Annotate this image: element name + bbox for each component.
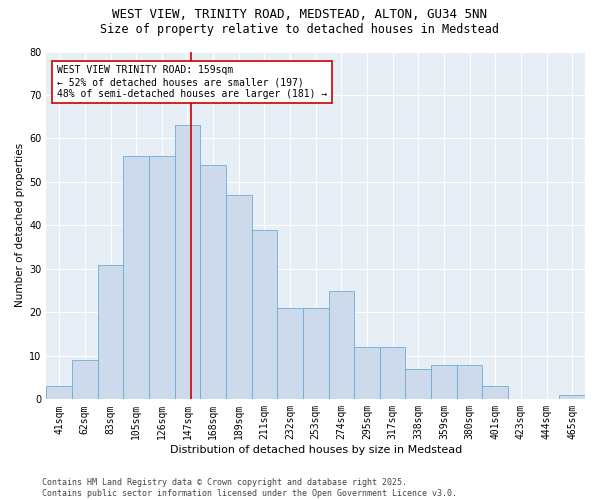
Text: WEST VIEW, TRINITY ROAD, MEDSTEAD, ALTON, GU34 5NN: WEST VIEW, TRINITY ROAD, MEDSTEAD, ALTON… — [113, 8, 487, 20]
Bar — [303, 308, 329, 400]
Bar — [559, 395, 585, 400]
Text: Contains HM Land Registry data © Crown copyright and database right 2025.
Contai: Contains HM Land Registry data © Crown c… — [42, 478, 457, 498]
Bar — [431, 364, 457, 400]
Text: Size of property relative to detached houses in Medstead: Size of property relative to detached ho… — [101, 22, 499, 36]
Bar — [175, 126, 200, 400]
Bar — [251, 230, 277, 400]
Bar — [124, 156, 149, 400]
Bar — [406, 369, 431, 400]
Bar — [46, 386, 72, 400]
Y-axis label: Number of detached properties: Number of detached properties — [15, 144, 25, 308]
Bar — [380, 347, 406, 400]
Text: WEST VIEW TRINITY ROAD: 159sqm
← 52% of detached houses are smaller (197)
48% of: WEST VIEW TRINITY ROAD: 159sqm ← 52% of … — [57, 66, 328, 98]
Bar — [329, 290, 354, 400]
X-axis label: Distribution of detached houses by size in Medstead: Distribution of detached houses by size … — [170, 445, 462, 455]
Bar — [98, 264, 124, 400]
Bar — [354, 347, 380, 400]
Bar — [200, 164, 226, 400]
Bar — [149, 156, 175, 400]
Bar — [482, 386, 508, 400]
Bar — [457, 364, 482, 400]
Bar — [277, 308, 303, 400]
Bar — [226, 195, 251, 400]
Bar — [72, 360, 98, 400]
